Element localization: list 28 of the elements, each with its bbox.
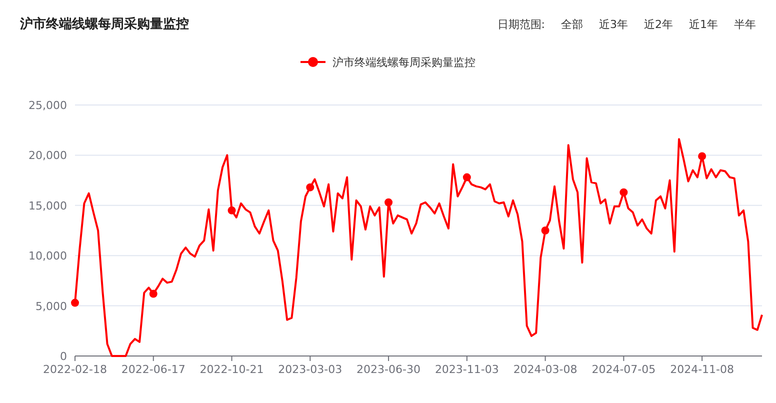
x-tick-label: 2023-03-03 [278, 363, 342, 376]
point [71, 298, 79, 307]
chart-title: 沪市终端线螺每周采购量监控 [19, 16, 189, 32]
y-tick-label: 5,000 [36, 300, 67, 313]
point [149, 290, 158, 298]
annotations: 日期范围: 全部 近3年 近2年 近1年 半年 [497, 18, 756, 31]
legend: 沪市终端线螺每周采购量监控 [300, 56, 476, 69]
y-tick-label: 15,000 [28, 199, 67, 212]
y-tick-label: 25,000 [28, 99, 67, 112]
x-tick-label: 2022-06-17 [121, 363, 186, 376]
point [541, 226, 550, 234]
point [384, 198, 393, 206]
x-tick-label: 2023-06-30 [356, 363, 420, 376]
x-tick-label: 2024-07-05 [592, 363, 656, 376]
y-tick-label: 10,000 [28, 250, 67, 263]
x-tick-label: 2023-11-03 [434, 363, 499, 376]
x-tick-label: 2022-02-18 [43, 363, 107, 376]
x-tick-label: 2022-10-21 [200, 363, 264, 376]
x-tick-label: 2024-11-08 [670, 363, 734, 376]
point [228, 206, 236, 214]
x-tick-label: 2024-03-08 [513, 363, 578, 376]
legend-label: 沪市终端线螺每周采购量监控 [332, 56, 476, 69]
point [462, 173, 471, 182]
point [698, 152, 706, 160]
y-tick-label: 0 [60, 350, 67, 363]
point [620, 188, 628, 196]
point [306, 183, 314, 192]
y-tick-label: 20,000 [28, 149, 67, 162]
